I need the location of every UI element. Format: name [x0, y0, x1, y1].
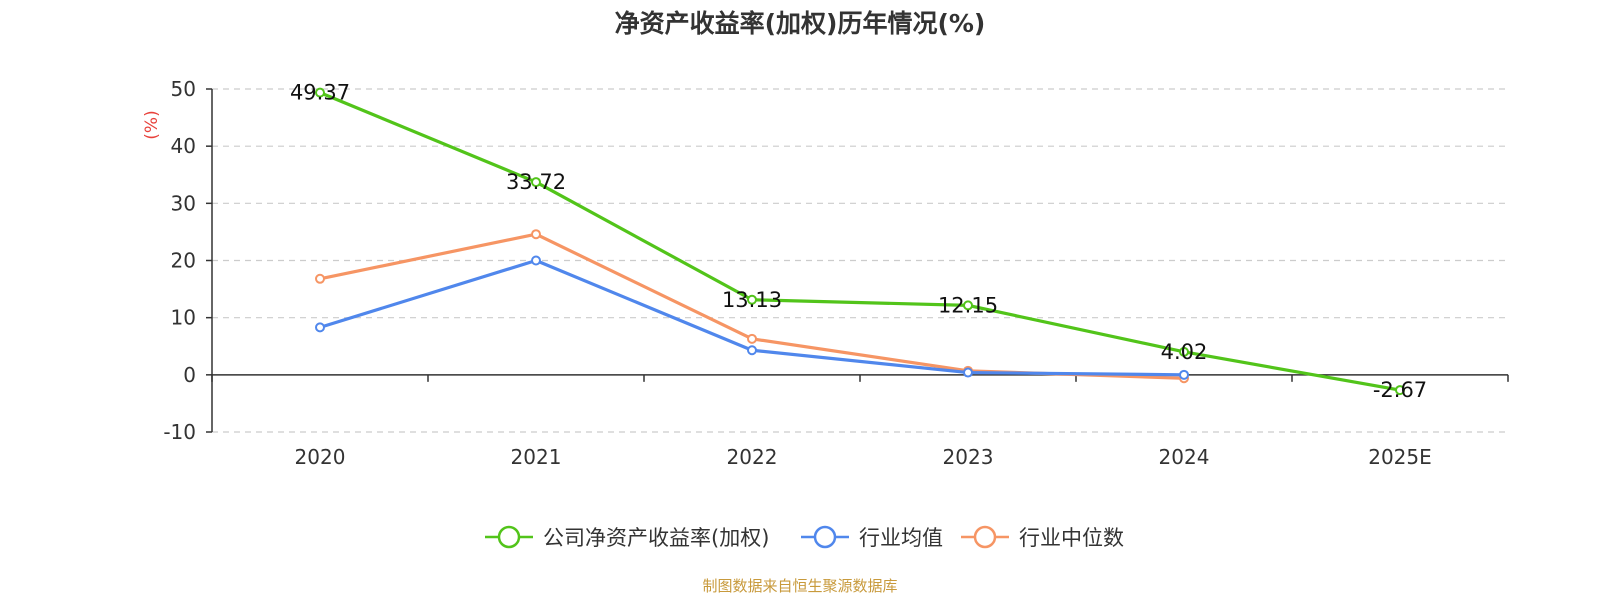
x-tick-label: 2023 — [943, 445, 994, 469]
series-line-company — [319, 91, 1401, 392]
y-tick-label: 50 — [171, 77, 196, 101]
data-point-company[interactable] — [531, 177, 541, 188]
series-lines — [315, 87, 1405, 396]
y-tick-label: -10 — [163, 420, 196, 444]
x-tick-label: 2024 — [1159, 445, 1210, 469]
y-tick-label: 20 — [171, 249, 196, 273]
data-label: 33.72 — [506, 170, 566, 194]
data-point-industry_median[interactable] — [315, 273, 325, 284]
data-label: 13.13 — [722, 288, 782, 312]
x-tick-label: 2020 — [295, 445, 346, 469]
data-point-company[interactable] — [315, 87, 325, 98]
x-tick-label: 2021 — [511, 445, 562, 469]
data-point-company[interactable] — [963, 300, 973, 311]
y-tick-label: 0 — [183, 363, 196, 387]
x-tick-label: 2025E — [1368, 445, 1432, 469]
source-note: 制图数据来自恒生聚源数据库 — [702, 577, 897, 595]
data-point-industry_avg[interactable] — [315, 322, 325, 333]
data-point-industry_avg[interactable] — [747, 345, 757, 356]
data-point-company[interactable] — [1395, 385, 1405, 396]
data-label: -2.67 — [1373, 378, 1427, 402]
data-point-industry_median[interactable] — [747, 333, 757, 344]
data-point-industry_avg[interactable] — [963, 367, 973, 378]
legend-label: 行业中位数 — [1019, 526, 1124, 550]
data-labels: 49.37 33.72 13.13 12.15 4.02 -2.67 — [290, 81, 1427, 402]
y-tick-label: 30 — [171, 191, 196, 215]
y-tick-label: 10 — [171, 306, 196, 330]
x-tick-label: 2022 — [727, 445, 778, 469]
data-point-company[interactable] — [747, 294, 757, 305]
legend-circle-icon — [497, 525, 521, 549]
legend-item-company[interactable]: 公司净资产收益率(加权) — [485, 525, 769, 550]
legend-item-industry_avg[interactable]: 行业均值 — [801, 525, 943, 550]
legend: 公司净资产收益率(加权) 行业均值 行业中位数 — [485, 525, 1124, 550]
axes: 50 40 30 20 10 0 -10 2020 2021 2022 2023 2024 2025E — [163, 77, 1509, 469]
legend-label: 行业均值 — [859, 526, 943, 550]
y-tick-label: 40 — [171, 134, 196, 158]
data-point-industry_median[interactable] — [531, 229, 541, 240]
chart-title: 净资产收益率(加权)历年情况(%) — [615, 9, 986, 38]
legend-label: 公司净资产收益率(加权) — [543, 526, 769, 550]
data-point-industry_avg[interactable] — [1179, 369, 1189, 380]
data-point-company[interactable] — [1179, 346, 1189, 357]
y-axis-unit-label: (%) — [142, 110, 162, 139]
data-label: 49.37 — [290, 81, 350, 105]
data-label: 12.15 — [938, 293, 998, 317]
data-point-industry_avg[interactable] — [531, 255, 541, 266]
legend-item-industry_median[interactable]: 行业中位数 — [961, 525, 1124, 550]
data-label: 4.02 — [1161, 340, 1208, 364]
legend-circle-icon — [973, 525, 997, 549]
grid-lines — [212, 88, 1508, 433]
legend-circle-icon — [813, 525, 837, 549]
